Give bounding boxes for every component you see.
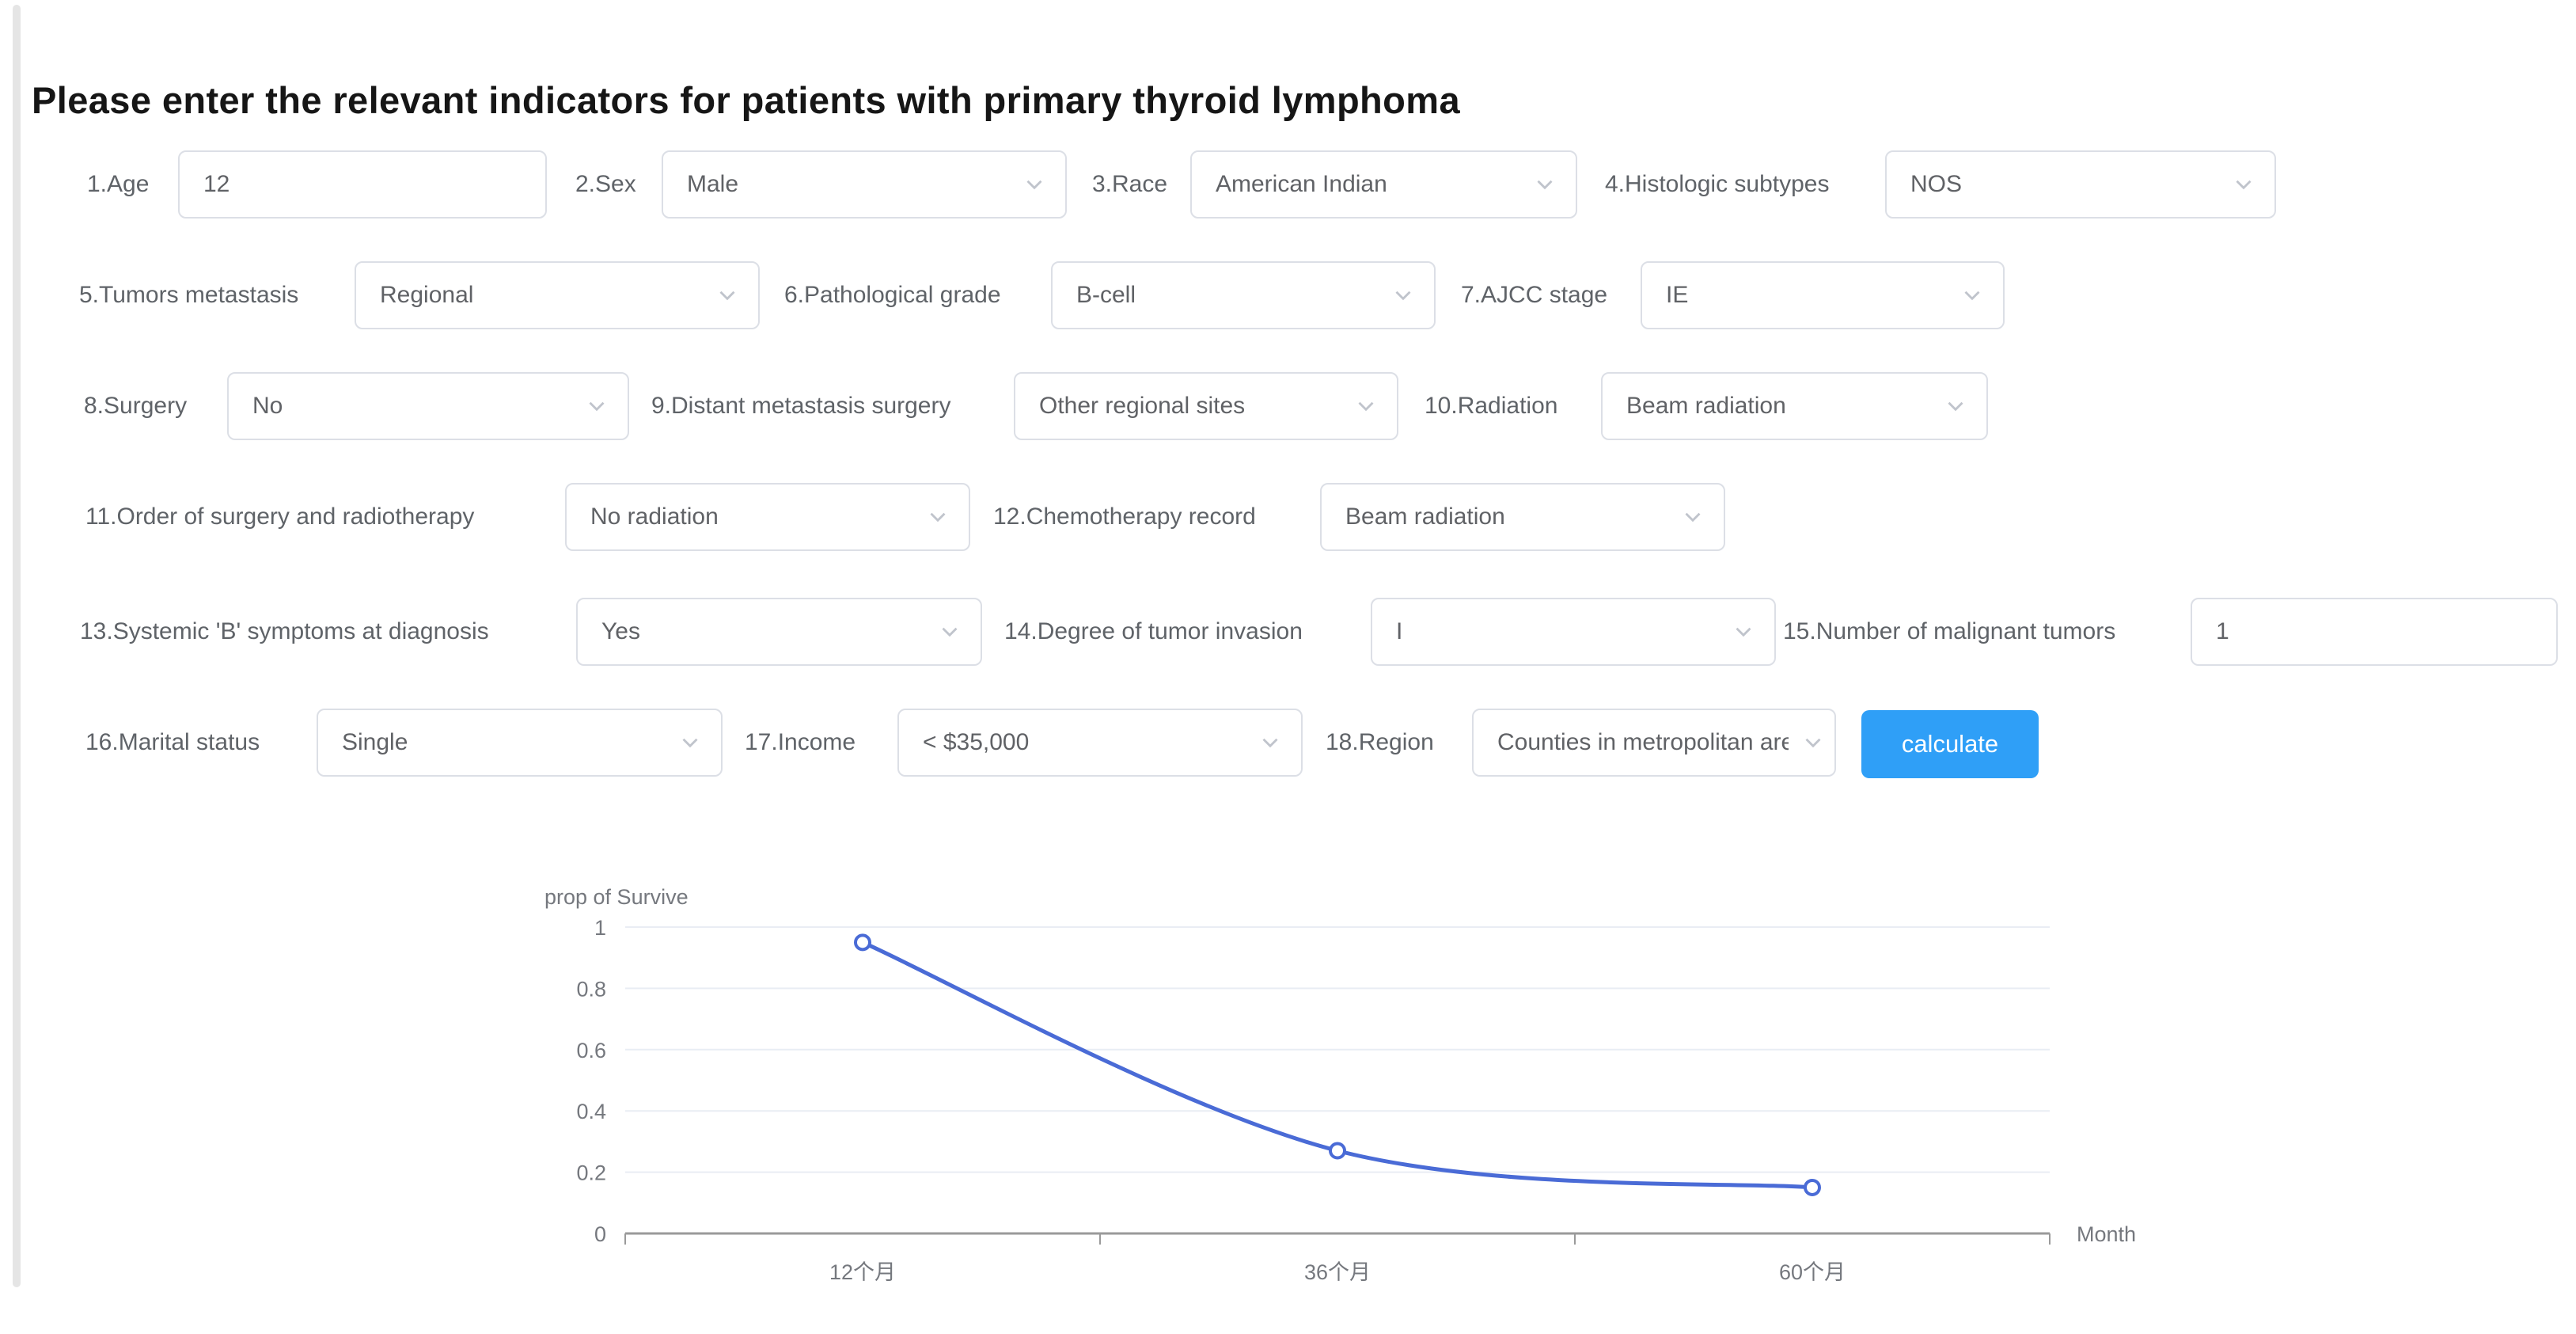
chevron-down-icon bbox=[930, 512, 946, 523]
chevron-down-icon bbox=[1537, 180, 1553, 190]
pathological-grade-value: B-cell bbox=[1076, 282, 1136, 308]
y-tick-label: 0.8 bbox=[576, 977, 606, 1001]
marital-status-select[interactable]: Single bbox=[317, 709, 723, 777]
malignant-tumors-count-value: 1 bbox=[2216, 618, 2229, 644]
tumors-metastasis-select[interactable]: Regional bbox=[355, 261, 760, 329]
x-tick-label: 12个月 bbox=[829, 1260, 896, 1284]
b-symptoms-value: Yes bbox=[601, 618, 640, 644]
y-tick-label: 0.6 bbox=[576, 1039, 606, 1062]
x-axis-title: Month bbox=[2077, 1222, 2136, 1246]
chevron-down-icon bbox=[719, 291, 735, 301]
field-label-age: 1.Age bbox=[87, 171, 150, 197]
race-select[interactable]: American Indian bbox=[1190, 150, 1577, 219]
field-label-ajcc-stage: 7.AJCC stage bbox=[1461, 282, 1608, 308]
field-label-income: 17.Income bbox=[745, 729, 856, 755]
chevron-down-icon bbox=[2236, 180, 2252, 190]
field-label-b-symptoms: 13.Systemic 'B' symptoms at diagnosis bbox=[80, 618, 489, 644]
chemotherapy-record-value: Beam radiation bbox=[1345, 504, 1505, 530]
surgery-select[interactable]: No bbox=[227, 372, 629, 440]
chevron-down-icon bbox=[1685, 512, 1701, 523]
calculate-button[interactable]: calculate bbox=[1861, 710, 2039, 778]
y-axis-title: prop of Survive bbox=[544, 885, 689, 909]
age-input[interactable]: 12 bbox=[178, 150, 547, 219]
field-label-region: 18.Region bbox=[1326, 729, 1434, 755]
b-symptoms-select[interactable]: Yes bbox=[576, 598, 982, 666]
age-value: 12 bbox=[203, 171, 230, 197]
region-select[interactable]: Counties in metropolitan are bbox=[1472, 709, 1836, 777]
y-tick-label: 1 bbox=[594, 916, 606, 940]
histologic-subtypes-select[interactable]: NOS bbox=[1885, 150, 2276, 219]
field-label-chemotherapy-record: 12.Chemotherapy record bbox=[993, 504, 1256, 530]
field-label-surgery-radiotherapy-order: 11.Order of surgery and radiotherapy bbox=[85, 504, 475, 530]
field-label-radiation: 10.Radiation bbox=[1425, 393, 1558, 419]
radiation-value: Beam radiation bbox=[1626, 393, 1786, 419]
histologic-subtypes-value: NOS bbox=[1910, 171, 1963, 197]
chevron-down-icon bbox=[1736, 627, 1751, 637]
chevron-down-icon bbox=[1395, 291, 1411, 301]
malignant-tumors-count-input[interactable]: 1 bbox=[2191, 598, 2558, 666]
surgery-radiotherapy-order-select[interactable]: No radiation bbox=[565, 483, 970, 551]
chemotherapy-record-select[interactable]: Beam radiation bbox=[1320, 483, 1725, 551]
field-label-marital-status: 16.Marital status bbox=[85, 729, 260, 755]
income-value: < $35,000 bbox=[923, 729, 1030, 755]
y-tick-label: 0.2 bbox=[576, 1161, 606, 1185]
region-value: Counties in metropolitan are bbox=[1497, 729, 1789, 755]
chevron-down-icon bbox=[1964, 291, 1980, 301]
y-tick-label: 0.4 bbox=[576, 1100, 606, 1123]
data-point[interactable] bbox=[1329, 1142, 1346, 1160]
distant-metastasis-surgery-select[interactable]: Other regional sites bbox=[1014, 372, 1398, 440]
survival-chart-svg: 0 0.2 0.4 0.6 0.8 1 12个月 36个月 60个月 prop of Surviv… bbox=[544, 885, 2136, 1284]
x-tick-label: 36个月 bbox=[1304, 1260, 1371, 1284]
chevron-down-icon bbox=[1358, 401, 1374, 412]
chevron-down-icon bbox=[1026, 180, 1042, 190]
vertical-scrollbar[interactable] bbox=[13, 5, 21, 1287]
race-value: American Indian bbox=[1216, 171, 1387, 197]
chevron-down-icon bbox=[589, 401, 605, 412]
field-label-malignant-tumors-count: 15.Number of malignant tumors bbox=[1783, 618, 2116, 644]
marital-status-value: Single bbox=[342, 729, 408, 755]
tumor-invasion-degree-select[interactable]: I bbox=[1371, 598, 1776, 666]
radiation-select[interactable]: Beam radiation bbox=[1601, 372, 1988, 440]
tumors-metastasis-value: Regional bbox=[380, 282, 474, 308]
tumor-invasion-degree-value: I bbox=[1396, 618, 1403, 644]
field-label-surgery: 8.Surgery bbox=[84, 393, 188, 419]
chevron-down-icon bbox=[682, 738, 698, 748]
sex-value: Male bbox=[687, 171, 739, 197]
field-label-pathological-grade: 6.Pathological grade bbox=[784, 282, 1001, 308]
sex-select[interactable]: Male bbox=[662, 150, 1067, 219]
field-label-sex: 2.Sex bbox=[575, 171, 636, 197]
distant-metastasis-surgery-value: Other regional sites bbox=[1039, 393, 1246, 419]
chevron-down-icon bbox=[1948, 401, 1963, 412]
field-label-race: 3.Race bbox=[1092, 171, 1168, 197]
income-select[interactable]: < $35,000 bbox=[897, 709, 1303, 777]
field-label-tumor-invasion-degree: 14.Degree of tumor invasion bbox=[1004, 618, 1303, 644]
pathological-grade-select[interactable]: B-cell bbox=[1051, 261, 1436, 329]
field-label-tumors-metastasis: 5.Tumors metastasis bbox=[79, 282, 299, 308]
surgery-radiotherapy-order-value: No radiation bbox=[590, 504, 719, 530]
chevron-down-icon bbox=[1805, 738, 1821, 748]
field-label-distant-metastasis-surgery: 9.Distant metastasis surgery bbox=[651, 393, 951, 419]
data-point[interactable] bbox=[1804, 1178, 1821, 1196]
x-tick-label: 60个月 bbox=[1779, 1260, 1846, 1284]
chevron-down-icon bbox=[942, 627, 958, 637]
surgery-value: No bbox=[252, 393, 283, 419]
data-point[interactable] bbox=[854, 933, 871, 952]
field-label-histologic-subtypes: 4.Histologic subtypes bbox=[1605, 171, 1830, 197]
ajcc-stage-value: IE bbox=[1666, 282, 1689, 308]
page-title: Please enter the relevant indicators for… bbox=[32, 79, 1461, 122]
survival-chart[interactable]: 0 0.2 0.4 0.6 0.8 1 12个月 36个月 60个月 prop of Surviv… bbox=[0, 855, 2576, 1334]
chevron-down-icon bbox=[1262, 738, 1278, 748]
ajcc-stage-select[interactable]: IE bbox=[1641, 261, 2005, 329]
y-tick-label: 0 bbox=[594, 1222, 606, 1246]
